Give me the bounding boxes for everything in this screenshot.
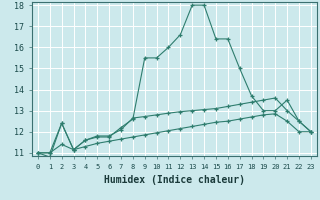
X-axis label: Humidex (Indice chaleur): Humidex (Indice chaleur): [104, 175, 245, 185]
